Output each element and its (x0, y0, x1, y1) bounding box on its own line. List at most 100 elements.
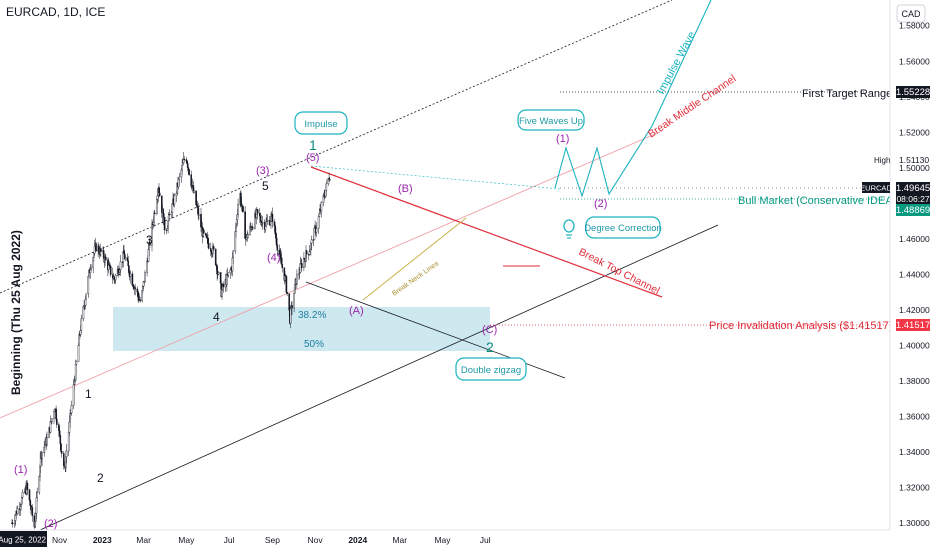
candle-body-139 (147, 249, 150, 262)
candle-body-25 (35, 497, 38, 514)
candle-body-151 (158, 192, 161, 197)
candle-body-174 (181, 162, 184, 166)
candle-body-172 (180, 169, 183, 178)
candle-body-63 (73, 381, 76, 385)
candle-body-1 (11, 522, 14, 525)
wave-labels: (1) (2) (3) (4) (5) (A) (B) (C) (1) (2) … (14, 133, 607, 530)
candle-body-198 (205, 235, 208, 238)
time-tick-2: Mar (136, 535, 151, 545)
callout-five-waves: Five Waves Up (517, 109, 585, 131)
candle-body-118 (127, 260, 129, 266)
candle-body-114 (123, 251, 125, 255)
candle-body-188 (195, 204, 198, 207)
price-tick-11: 1.36000 (899, 411, 930, 421)
price-tick-1: 1.56000 (899, 56, 930, 66)
candle-body-147 (156, 199, 158, 214)
fib-zone (113, 307, 490, 351)
candle-body-176 (183, 158, 186, 161)
invalidation-label: Price Invalidation Analysis ($1.41517) (709, 320, 892, 332)
wave-black-1: 1 (85, 387, 92, 401)
candle-body-52 (63, 453, 65, 466)
candle-body-219 (226, 274, 228, 285)
price-tick-0: 1.58000 (899, 21, 930, 31)
time-tick-6: Nov (308, 535, 324, 545)
candle-body-191 (198, 213, 200, 216)
candle-body-45 (55, 408, 57, 420)
wave-black-3: 3 (146, 233, 153, 247)
wave-black-2: 2 (97, 471, 104, 485)
symbol-tag-bg (862, 182, 890, 193)
symbol-title: EURCAD, 1D, ICE (6, 5, 105, 19)
price-tick-4: 1.50000 (899, 163, 930, 173)
candle-body-11 (21, 492, 24, 498)
high-label: High (874, 156, 890, 165)
candle-body-31 (41, 452, 43, 460)
candle-body-91 (100, 248, 102, 252)
wave-teal-1: 1 (309, 137, 317, 153)
price-tick-10: 1.38000 (899, 376, 930, 386)
currency-label: CAD (901, 9, 921, 19)
wave-purple-1: (1) (14, 464, 27, 476)
candle-body-264 (270, 215, 272, 223)
candle-body-116 (124, 257, 127, 260)
candle-body-288 (294, 284, 296, 294)
candle-body-170 (177, 179, 180, 188)
candle-body-17 (28, 489, 31, 501)
wave-purple-c: (C) (482, 324, 497, 336)
candle-body-121 (129, 273, 132, 277)
candle-body-156 (163, 216, 166, 231)
candle-body-308 (313, 227, 316, 240)
price-tick-8: 1.42000 (899, 305, 930, 315)
start-date-tag: Thu Aug 25, 2022 (0, 536, 47, 545)
candle-body-82 (92, 257, 94, 269)
candle-body-221 (227, 272, 230, 276)
candle-body-159 (167, 220, 169, 229)
price-tick-13: 1.32000 (899, 482, 930, 492)
time-tick-9: May (434, 535, 451, 545)
wave-purple-new-1: (1) (556, 133, 569, 145)
start-date-tag-bg (0, 531, 47, 547)
candle-body-242 (249, 226, 251, 235)
candle-body-18 (29, 499, 32, 506)
candle-body-21 (31, 507, 34, 517)
candle-body-163 (171, 203, 174, 214)
candle-body-128 (137, 291, 139, 297)
candle-body-306 (310, 239, 313, 244)
candle-body-268 (274, 225, 277, 234)
wave-purple-2: (2) (44, 518, 57, 530)
beginning-label: Beginning (Thu 25 Aug 2022) (9, 230, 23, 395)
candle-body-117 (126, 257, 129, 261)
candle-body-192 (200, 213, 202, 228)
candle-body-46 (56, 418, 58, 425)
candle-body-203 (210, 251, 213, 255)
price-tick-14: 1.30000 (899, 518, 930, 528)
candle-body-180 (187, 167, 190, 170)
candle-body-227 (234, 231, 237, 252)
candle-body-55 (65, 456, 67, 468)
candle-body-68 (78, 334, 80, 346)
candle-body-23 (34, 521, 36, 528)
time-axis[interactable]: Nov 2023 Mar May Jul Sep Nov 2024 Mar May Jul (52, 535, 491, 545)
candle-body-49 (59, 435, 62, 444)
candle-body-267 (273, 221, 276, 227)
candle-body-212 (219, 272, 222, 284)
current-price-tag: 1.49645 (896, 183, 930, 194)
symbol-tag: EURCAD (860, 184, 892, 193)
candle-body-173 (181, 164, 183, 171)
candle-body-76 (85, 293, 87, 300)
candle-body-303 (308, 251, 311, 255)
candle-body-237 (244, 211, 246, 239)
candle-body-287 (293, 293, 295, 309)
projection-path-primary (554, 0, 712, 198)
candle-body-313 (318, 213, 321, 218)
time-tick-7: 2024 (348, 535, 367, 545)
callout-degree-correction-text: Degree Correction (584, 223, 662, 234)
candle-body-146 (153, 212, 156, 214)
candle-body-106 (114, 275, 117, 281)
candle-body-26 (36, 492, 38, 498)
price-tick-3: 1.52000 (899, 127, 930, 137)
candle-body-228 (235, 223, 237, 232)
candle-body-158 (166, 228, 169, 231)
currency-button[interactable] (896, 4, 926, 23)
